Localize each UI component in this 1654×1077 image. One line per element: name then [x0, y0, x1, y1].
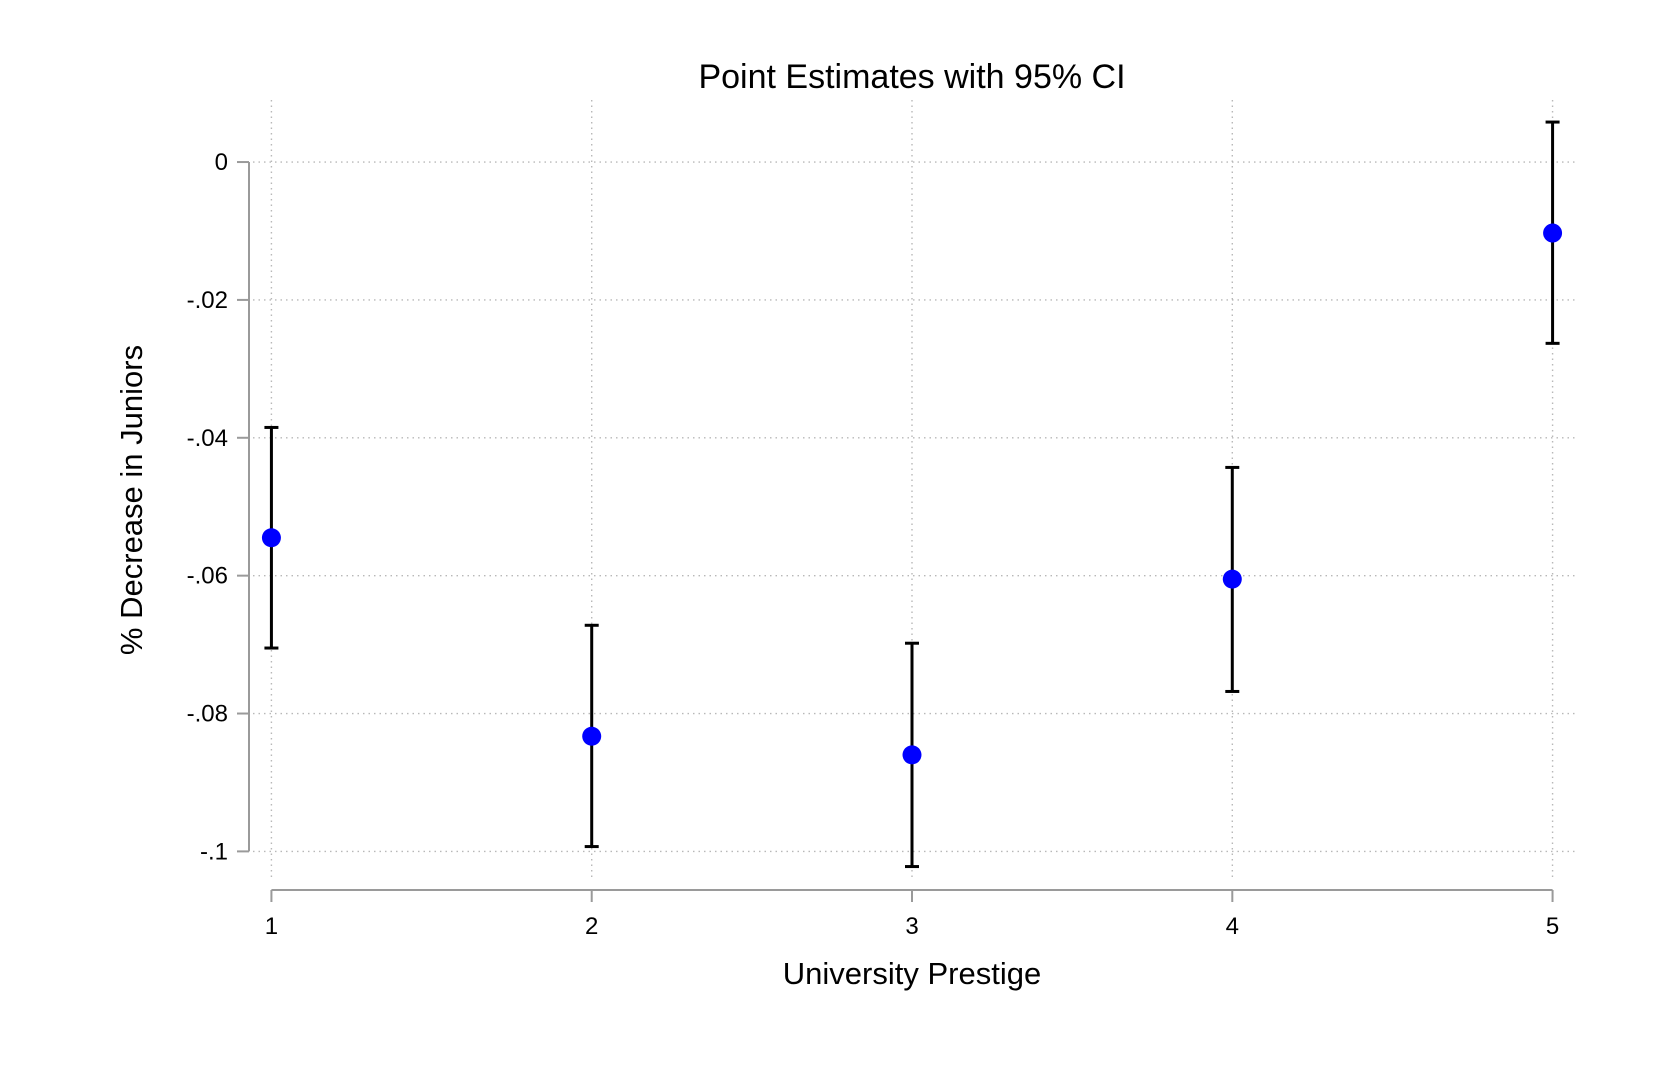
- point-estimate-2: [582, 726, 602, 746]
- y-tick-label-4: -.06: [187, 563, 228, 590]
- axes: [248, 162, 1553, 891]
- y-tick-label-5: -.08: [187, 701, 228, 728]
- point-estimate-1: [261, 528, 281, 548]
- x-tick-label-5: 5: [1546, 913, 1559, 940]
- x-tick-label-2: 2: [585, 913, 598, 940]
- x-tick-label-3: 3: [905, 913, 918, 940]
- point-estimate-5: [1543, 223, 1563, 243]
- ticks: 0 -.02 -.04 -.06 -.08 -.1 1 2 3 4 5: [187, 149, 1560, 940]
- x-tick-label-4: 4: [1226, 913, 1239, 940]
- chart-title: Point Estimates with 95% CI: [698, 58, 1125, 96]
- point-estimates: [261, 223, 1563, 765]
- y-tick-label-2: -.02: [187, 287, 228, 314]
- y-tick-label-6: -.1: [200, 838, 228, 865]
- y-axis-title: % Decrease in Juniors: [114, 345, 149, 655]
- x-tick-label-1: 1: [265, 913, 278, 940]
- y-tick-label-1: 0: [215, 149, 228, 176]
- y-tick-label-3: -.04: [187, 425, 228, 452]
- point-estimate-4: [1222, 569, 1242, 589]
- x-axis-title: University Prestige: [783, 956, 1041, 991]
- point-estimate-3: [902, 745, 922, 765]
